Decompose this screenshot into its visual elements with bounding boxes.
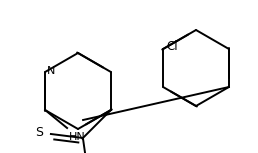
Text: S: S [35, 125, 43, 138]
Text: Cl: Cl [166, 41, 178, 54]
Text: N: N [47, 66, 55, 76]
Text: HN: HN [69, 132, 86, 142]
